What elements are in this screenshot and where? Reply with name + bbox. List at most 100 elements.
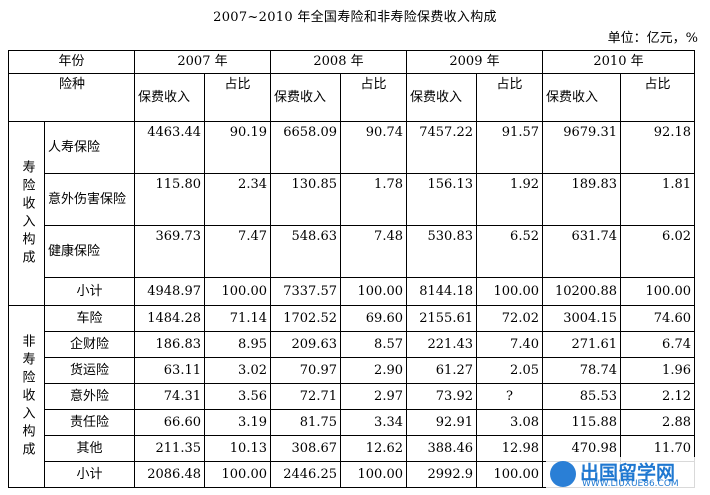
cell: 2.97 [340,383,407,410]
cell: 2446.25 [270,461,341,488]
cell: 70.97 [270,357,341,384]
cell: 2.90 [340,357,407,384]
cell: 7457.22 [406,121,477,174]
cell: 100.00 [476,277,543,306]
life-group-text: 寿险收入构成 [19,159,35,268]
cell: 72.02 [476,305,543,332]
cell: 90.19 [204,121,271,174]
cell: 530.83 [406,225,477,278]
cell: 8.95 [204,331,271,358]
cell: 100.00 [340,461,407,488]
row-label: 责任险 [44,409,135,436]
cell: 3.02 [204,357,271,384]
cell: 91.57 [476,121,543,174]
cell: 1.96 [620,357,695,384]
table-row: 责任险 66.60 3.19 81.75 3.34 92.91 3.08 115… [9,409,695,436]
cell: 92.18 [620,121,695,174]
row-label: 人寿保险 [44,121,135,174]
cell: 7.40 [476,331,543,358]
cell: 271.61 [542,331,621,358]
share-header: 占比 [204,73,271,122]
table-row: 意外伤害保险 115.80 2.34 130.85 1.78 156.13 1.… [9,173,695,226]
table-row: 其他 211.35 10.13 308.67 12.62 388.46 12.9… [9,435,695,462]
cell: 12.98 [476,435,543,462]
cell: 3.56 [204,383,271,410]
cell: 100.00 [476,461,543,488]
cell: 100.00 [204,461,271,488]
cell: 1.81 [620,173,695,226]
cell: 156.13 [406,173,477,226]
row-label: 车险 [44,305,135,332]
year-header-cell: 年份 [8,50,135,74]
cell: 2086.48 [134,461,205,488]
cell: 2.12 [620,383,695,410]
watermark-url: WWW.LIUXUE86.COM [582,479,679,489]
cell: 130.85 [270,173,341,226]
cell: 71.14 [204,305,271,332]
cell: 6.74 [620,331,695,358]
year-2008-header: 2008 年 [270,50,407,74]
share-header: 占比 [340,73,407,122]
cell: 74.31 [134,383,205,410]
table-row: 货运险 63.11 3.02 70.97 2.90 61.27 2.05 78.… [9,357,695,384]
cell: 81.75 [270,409,341,436]
cell: 2.34 [204,173,271,226]
year-2009-header: 2009 年 [406,50,543,74]
cell: 3.08 [476,409,543,436]
cell-missing: ? [476,383,543,410]
table-row: 企财险 186.83 8.95 209.63 8.57 221.43 7.40 … [9,331,695,358]
income-header: 保费收入 [406,73,477,122]
row-label: 货运险 [44,357,135,384]
nonlife-group-label: 非寿险收入构成 [8,305,45,488]
cell: 6658.09 [270,121,341,174]
row-label: 小计 [44,461,135,488]
row-label: 企财险 [44,331,135,358]
cell: 63.11 [134,357,205,384]
cell: 7.47 [204,225,271,278]
cell: 2.05 [476,357,543,384]
cell: 3.19 [204,409,271,436]
cell: 6.02 [620,225,695,278]
cell: 189.83 [542,173,621,226]
cell: 85.53 [542,383,621,410]
header-row-years: 年份 2007 年 2008 年 2009 年 2010 年 [8,50,695,74]
cell: 100.00 [340,277,407,306]
cell: 100.00 [620,277,695,306]
insurance-income-table: 年份 2007 年 2008 年 2009 年 2010 年 险种 保费收入 占… [8,50,695,488]
table-row: 健康保险 369.73 7.47 548.63 7.48 530.83 6.52… [9,225,695,278]
cell: 78.74 [542,357,621,384]
cell: 7337.57 [270,277,341,306]
cell: 74.60 [620,305,695,332]
cell: 9679.31 [542,121,621,174]
year-2007-header: 2007 年 [134,50,271,74]
cell: 10200.88 [542,277,621,306]
cell: 6.52 [476,225,543,278]
cell: 3.34 [340,409,407,436]
cell: 10.13 [204,435,271,462]
document-title: 2007~2010 年全国寿险和非寿险保费收入构成 [213,10,497,25]
share-header: 占比 [620,73,695,122]
cell: 548.63 [270,225,341,278]
cell: 4948.97 [134,277,205,306]
cell: 8.57 [340,331,407,358]
type-header-cell: 险种 [8,73,135,122]
life-group-label: 寿险收入构成 [8,121,45,306]
income-header: 保费收入 [542,73,621,122]
cell: 115.80 [134,173,205,226]
cell: 308.67 [270,435,341,462]
table-row: 非寿险收入构成 车险 1484.28 71.14 1702.52 69.60 2… [8,305,695,488]
year-2010-header: 2010 年 [542,50,695,74]
cell: 2992.9 [406,461,477,488]
cell: 115.88 [542,409,621,436]
cell: 72.71 [270,383,341,410]
table-row: 意外险 74.31 3.56 72.71 2.97 73.92 ? 85.53 … [9,383,695,410]
cell: 388.46 [406,435,477,462]
cell: 209.63 [270,331,341,358]
table-row: 寿险收入构成 人寿保险 4463.44 90.19 6658.09 90.74 … [8,121,695,306]
cell: 8144.18 [406,277,477,306]
nonlife-group-text: 非寿险收入构成 [19,333,35,460]
cell: 100.00 [204,277,271,306]
cell: 631.74 [542,225,621,278]
row-label: 意外伤害保险 [44,173,135,226]
cell: 61.27 [406,357,477,384]
